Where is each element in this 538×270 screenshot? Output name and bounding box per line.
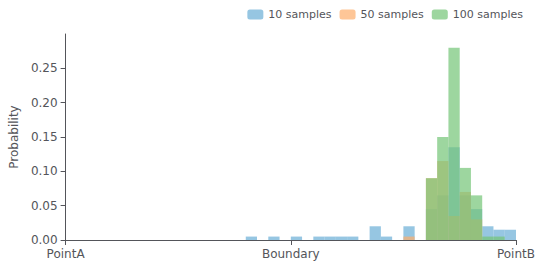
svg-text:PointB: PointB <box>497 247 535 261</box>
svg-text:PointA: PointA <box>47 247 86 261</box>
svg-text:0.05: 0.05 <box>31 199 58 213</box>
svg-text:10 samples: 10 samples <box>268 8 331 21</box>
svg-text:0.10: 0.10 <box>31 164 58 178</box>
svg-text:100 samples: 100 samples <box>453 8 523 21</box>
svg-text:0.00: 0.00 <box>31 233 58 247</box>
svg-text:Boundary: Boundary <box>262 247 320 261</box>
svg-text:0.20: 0.20 <box>31 96 58 110</box>
svg-text:0.25: 0.25 <box>31 61 58 75</box>
svg-text:Probability: Probability <box>7 105 21 168</box>
svg-text:0.15: 0.15 <box>31 130 58 144</box>
svg-text:50 samples: 50 samples <box>361 8 424 21</box>
